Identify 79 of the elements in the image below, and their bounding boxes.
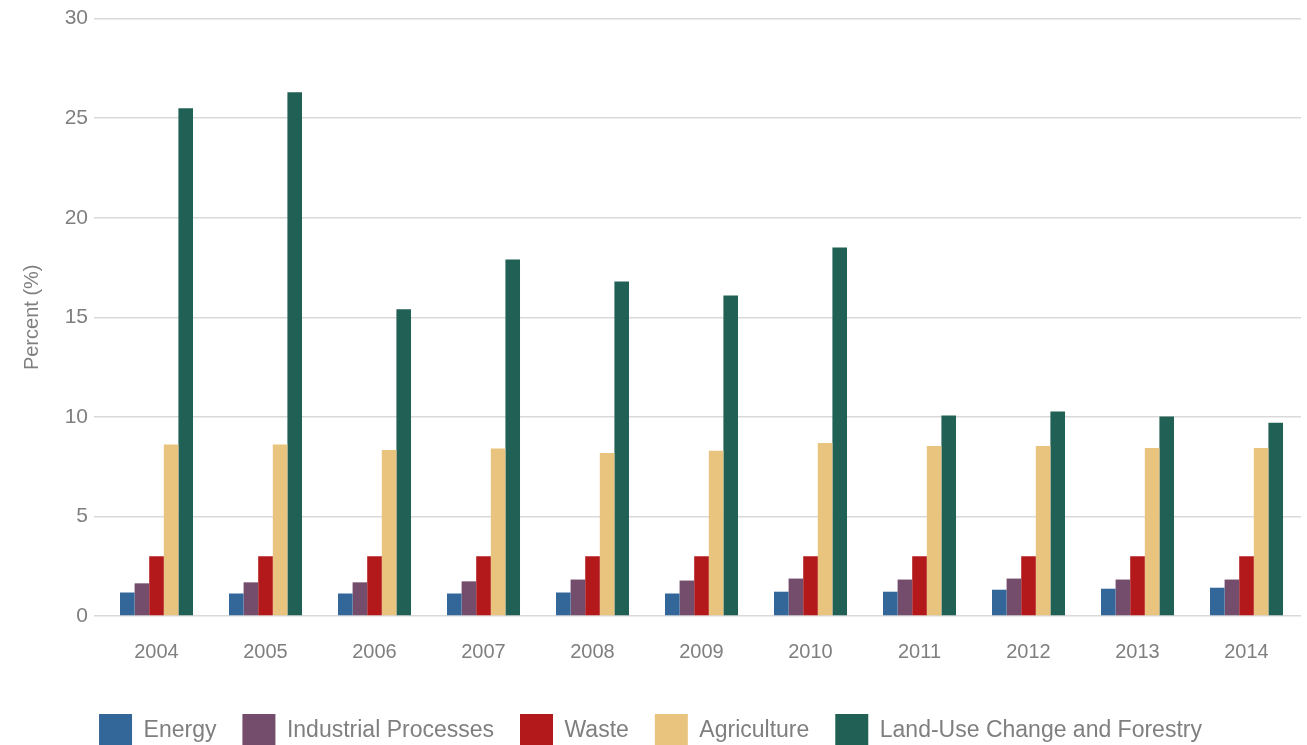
y-tick-label: 25 — [64, 104, 88, 128]
bar — [941, 415, 957, 616]
y-tick-label: 15 — [64, 304, 88, 328]
legend-label: Waste — [564, 715, 629, 742]
bar — [773, 591, 789, 616]
bar — [1035, 445, 1051, 616]
bar — [585, 556, 600, 616]
bar — [476, 556, 491, 616]
bar — [1021, 556, 1036, 616]
bar — [555, 592, 571, 616]
bar — [1209, 587, 1225, 616]
x-tick-label: 2011 — [897, 639, 942, 662]
bar — [490, 448, 506, 616]
bar — [134, 583, 150, 616]
bar — [396, 309, 412, 616]
x-tick-label: 2004 — [134, 639, 179, 662]
bar — [1100, 588, 1116, 616]
bar — [337, 593, 353, 616]
legend-label: Industrial Processes — [286, 715, 495, 742]
bar — [599, 452, 615, 616]
bar — [694, 556, 709, 616]
bar — [1268, 422, 1284, 616]
bar — [1115, 579, 1131, 616]
bar — [119, 592, 135, 616]
bar — [897, 579, 913, 616]
y-axis-title: Percent (%) — [19, 264, 42, 371]
bar — [570, 579, 586, 616]
y-tick-label: 20 — [64, 204, 88, 228]
bar — [882, 591, 898, 616]
y-tick-label: 0 — [76, 602, 88, 626]
bar — [1224, 579, 1240, 616]
bar — [505, 259, 521, 616]
y-tick-label: 30 — [64, 5, 88, 29]
x-tick-label: 2013 — [1115, 639, 1160, 662]
bar — [352, 582, 368, 616]
bar — [1144, 447, 1160, 616]
legend-label: Energy — [143, 715, 217, 742]
bar — [664, 593, 680, 616]
bar — [708, 450, 724, 616]
bar — [163, 444, 179, 616]
bar — [912, 556, 927, 616]
y-tick-label: 10 — [64, 403, 88, 427]
x-tick-label: 2005 — [243, 639, 288, 662]
bar — [367, 556, 382, 616]
bar — [991, 589, 1007, 616]
bar — [817, 442, 833, 616]
legend-label: Land-Use Change and Forestry — [879, 715, 1203, 742]
bar — [803, 556, 818, 616]
x-tick-label: 2014 — [1224, 639, 1269, 662]
bar — [178, 108, 194, 616]
legend-label: Agriculture — [699, 715, 810, 742]
bar — [446, 593, 462, 616]
bar — [926, 445, 942, 616]
bar — [1239, 556, 1254, 616]
bar — [1130, 556, 1145, 616]
bar — [788, 578, 804, 616]
x-tick-label: 2008 — [570, 639, 615, 662]
bar — [149, 556, 164, 616]
bar — [243, 582, 259, 616]
y-tick-label: 5 — [76, 503, 88, 527]
bar — [287, 92, 303, 616]
bar — [1159, 416, 1175, 616]
x-tick-label: 2012 — [1006, 639, 1051, 662]
bar — [228, 593, 244, 616]
x-tick-label: 2009 — [679, 639, 724, 662]
bar — [461, 581, 477, 616]
bar — [381, 449, 397, 616]
bar — [272, 444, 288, 616]
bar — [1253, 447, 1269, 616]
bar — [679, 580, 695, 616]
bar — [832, 247, 848, 616]
x-tick-label: 2006 — [352, 639, 397, 662]
bar — [614, 281, 630, 616]
bar — [258, 556, 273, 616]
x-tick-label: 2010 — [788, 639, 833, 662]
bar — [1050, 411, 1066, 616]
x-tick-label: 2007 — [461, 639, 506, 662]
bar — [723, 295, 739, 616]
bar — [1006, 578, 1022, 616]
